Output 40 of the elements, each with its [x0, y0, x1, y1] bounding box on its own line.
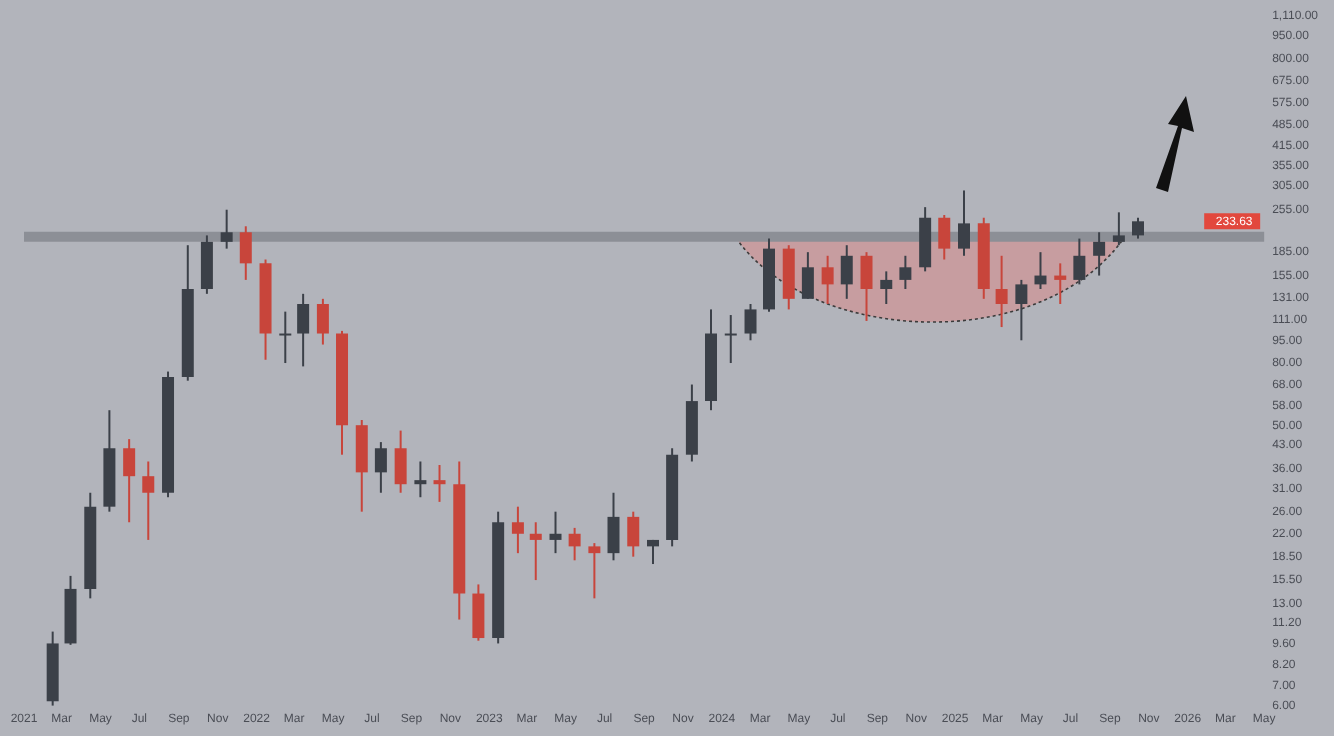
candlestick [568, 526, 581, 562]
candlestick [472, 583, 485, 642]
candlestick [279, 310, 292, 365]
candlestick [1073, 237, 1086, 286]
candlestick [995, 254, 1008, 329]
candlestick [860, 251, 873, 322]
candlestick [1054, 262, 1067, 306]
candlestick [529, 521, 542, 582]
candlestick [627, 510, 640, 558]
candlestick [239, 225, 252, 281]
candlestick [374, 441, 387, 494]
candlestick [1112, 211, 1125, 247]
candlestick [297, 292, 310, 368]
candlestick [200, 234, 213, 295]
candlestick [220, 208, 233, 250]
candlestick [549, 510, 562, 555]
candlestick [355, 419, 368, 513]
candlestick [840, 244, 853, 300]
candlestick [880, 270, 893, 306]
candlestick [414, 460, 427, 499]
candlestick [123, 438, 136, 524]
candlestick [724, 314, 737, 365]
candlestick [958, 189, 971, 257]
candlestick [744, 303, 757, 342]
candlestick [607, 491, 620, 562]
candlestick [394, 429, 407, 494]
candlestick [588, 542, 601, 600]
candlestick [938, 214, 951, 261]
candlestick [899, 254, 912, 291]
candlestick [433, 464, 446, 503]
candlestick [511, 505, 524, 555]
candlestick [647, 538, 660, 566]
candlestick [801, 251, 814, 300]
candlestick [1034, 251, 1047, 291]
candlestick [142, 460, 155, 541]
candlestick [1015, 278, 1028, 342]
candlestick [316, 297, 329, 346]
candlestick [1131, 216, 1144, 240]
candlestick [1093, 231, 1106, 277]
candlestick [821, 254, 834, 306]
